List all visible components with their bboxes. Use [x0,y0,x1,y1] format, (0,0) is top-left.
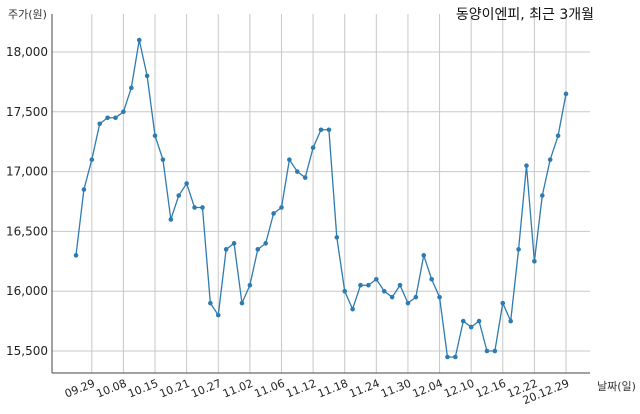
data-point [453,354,458,360]
x-tick-label: 12.10 [442,377,476,401]
data-point [215,312,221,318]
y-axis-ticks: 15,500 16,000 16,500 17,000 17,500 18,000 [6,45,48,358]
data-point [468,324,474,330]
data-point [113,115,118,121]
data-point [144,73,150,79]
x-axis-ticks: 09.2910.0810.1510.2110.2711.0211.0611.12… [63,377,571,407]
data-point [192,205,197,210]
data-point [476,318,482,324]
data-point [389,294,395,300]
axes [51,14,590,374]
price-series [73,37,569,360]
data-point [263,241,268,246]
data-point [302,175,308,180]
data-point [413,294,419,300]
data-point [129,85,134,91]
data-point [437,294,442,300]
x-tick-label: 10.21 [158,377,192,401]
data-point [271,211,276,216]
data-point [381,288,387,294]
data-point [334,235,340,240]
x-axis-label: 날짜(일) [597,380,636,393]
data-point [81,187,87,192]
data-point [318,127,324,133]
x-tick-label: 12.04 [411,377,445,401]
data-point [539,193,545,198]
data-point [97,121,103,127]
x-tick-label: 11.24 [347,377,381,401]
data-point [294,169,300,174]
x-tick-label: 11.18 [316,377,350,401]
data-point [231,241,237,246]
y-axis-label: 주가(원) [8,8,47,21]
y-tick-label: 15,500 [6,344,48,358]
data-point [366,282,371,288]
data-point [429,276,434,282]
data-point [524,163,529,168]
data-point [73,253,79,258]
y-tick-label: 18,000 [6,45,48,59]
data-point [136,37,142,43]
data-point [358,282,363,288]
data-point [255,247,261,252]
chart-title: 동양이엔피, 최근 3개월 [455,7,594,23]
data-point [310,145,316,150]
data-point [547,157,553,162]
x-tick-label: 09.29 [63,377,97,401]
data-point [405,300,411,306]
data-point [484,348,490,354]
y-tick-label: 16,000 [6,284,48,298]
y-tick-label: 17,500 [6,105,48,119]
data-point [121,109,126,115]
data-point [105,115,110,121]
data-point [421,253,427,258]
x-tick-label: 11.30 [379,377,413,401]
y-tick-label: 16,500 [6,224,48,238]
data-point [200,205,205,210]
data-point [160,157,166,162]
data-point [508,318,513,324]
data-point [555,133,561,139]
data-point [223,247,229,252]
data-point [397,282,403,288]
data-point [460,318,466,324]
data-point [350,306,355,312]
data-point [247,282,253,288]
data-point [176,193,182,198]
x-tick-label: 11.06 [253,377,287,401]
y-tick-label: 17,000 [6,165,48,179]
x-tick-label: 11.12 [284,377,318,401]
data-point [374,276,379,282]
x-tick-label: 12.16 [474,377,508,401]
x-tick-label: 10.08 [94,377,128,401]
data-point [563,91,569,97]
data-point [326,127,332,133]
data-point [184,181,189,186]
data-point [239,300,245,306]
x-tick-label: 10.27 [189,377,223,401]
x-tick-label: 10.15 [126,377,160,401]
data-point [287,157,292,162]
data-point [516,247,521,252]
data-point [168,217,174,222]
data-point [492,348,498,354]
data-point [532,259,537,264]
data-point [445,354,450,360]
data-point [500,300,506,306]
data-point [342,288,348,294]
x-tick-label: 11.02 [221,377,255,401]
data-point [152,133,158,139]
data-point [89,157,95,162]
data-point [208,300,213,306]
data-point [279,205,284,210]
series-line [75,39,567,358]
